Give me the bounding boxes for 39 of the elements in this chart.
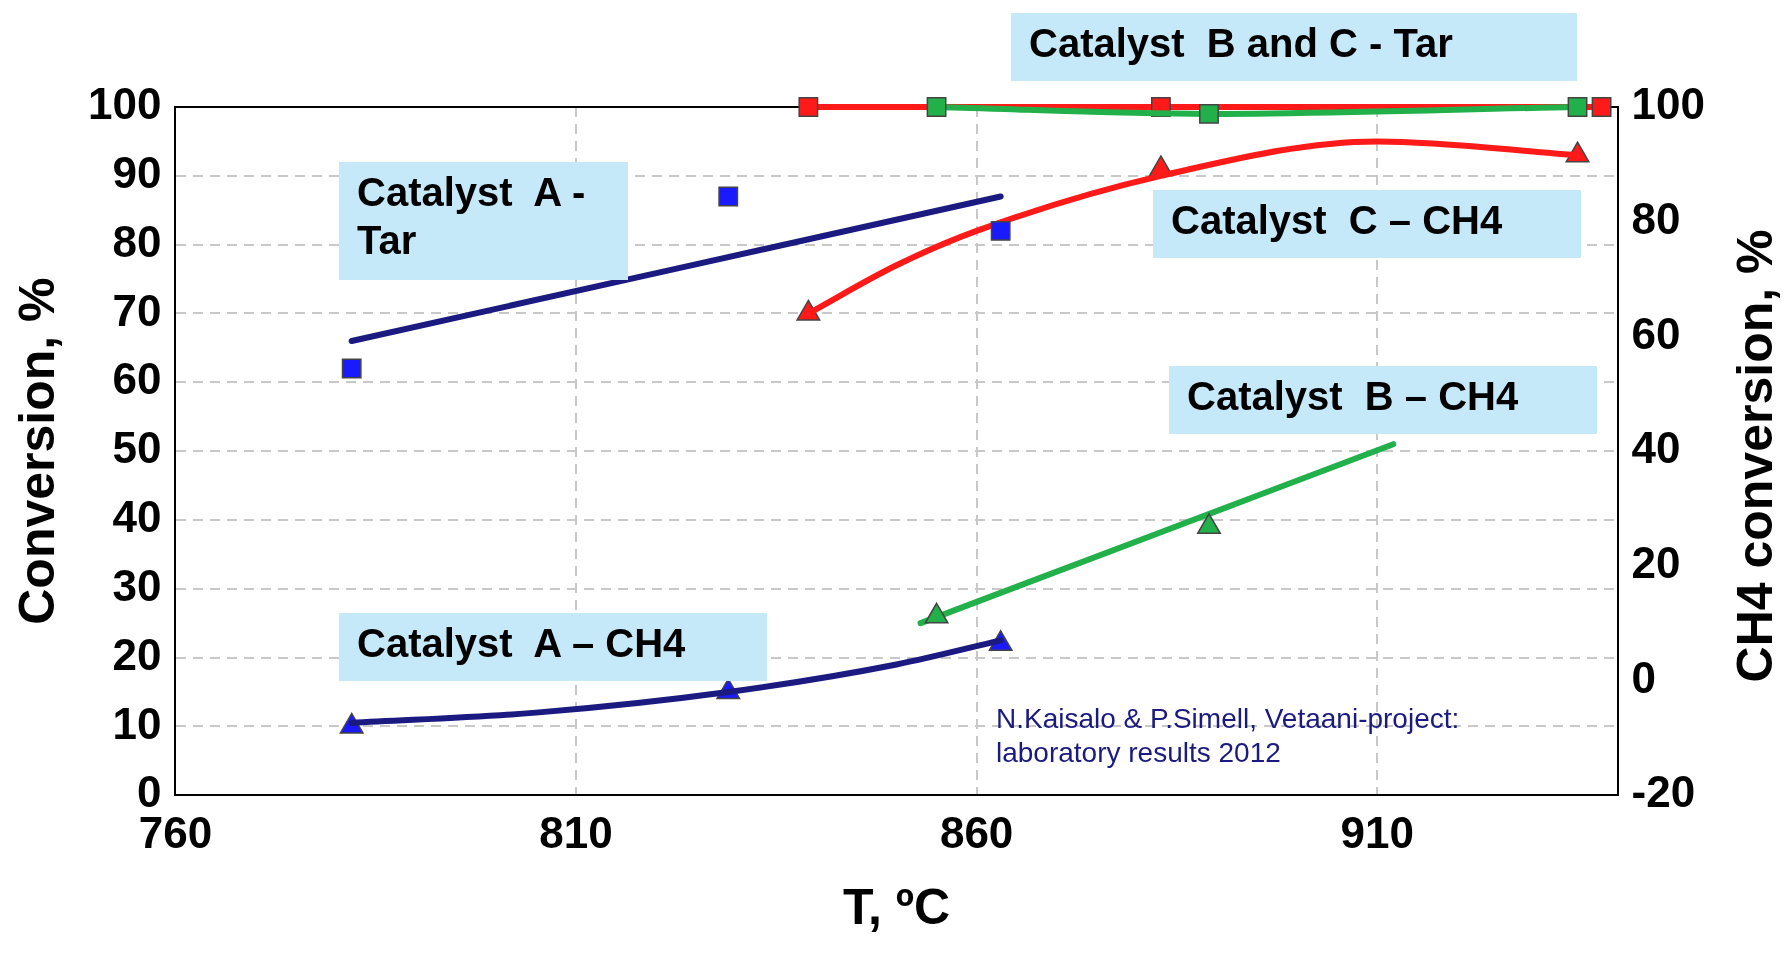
point <box>1567 97 1588 117</box>
y-tick-label: 70 <box>112 285 162 335</box>
y-tick-label: 30 <box>112 560 162 610</box>
point <box>798 97 819 117</box>
y-tick-label: 100 <box>87 79 162 129</box>
point <box>1196 513 1221 535</box>
point <box>341 358 362 379</box>
y2-tick-label: 80 <box>1631 193 1681 243</box>
x-axis-title: T, ºC <box>842 878 951 935</box>
point <box>718 186 739 207</box>
x-tick-label: 910 <box>1340 807 1414 857</box>
y-tick-label: 10 <box>112 698 162 748</box>
text-box: Catalyst A - Tar <box>339 162 628 280</box>
y-tick-label: 60 <box>112 354 162 404</box>
text-box: Catalyst C – CH4 <box>1153 190 1581 258</box>
y2-axis-title: CH4 conversion, % <box>1726 229 1784 683</box>
x-tick-label: 810 <box>539 807 613 857</box>
point <box>1199 103 1219 124</box>
y2-tick-label: 40 <box>1631 423 1681 473</box>
point <box>990 220 1011 241</box>
point <box>1591 97 1612 117</box>
y-tick-label: 90 <box>112 147 162 197</box>
y2-tick-label: 100 <box>1631 79 1706 129</box>
text-box: Catalyst B and C - Tar <box>1011 13 1577 81</box>
point <box>924 602 949 624</box>
y-tick-label: 50 <box>112 423 162 473</box>
y2-tick-label: 60 <box>1631 308 1681 358</box>
y-tick-label: 80 <box>112 216 162 266</box>
y-axis-title: Conversion, % <box>8 277 65 625</box>
point <box>926 97 947 117</box>
x-tick-label: 860 <box>939 807 1014 857</box>
text-box: Catalyst A – CH4 <box>339 613 767 681</box>
y2-tick-label: 0 <box>1631 652 1657 702</box>
text-box: Catalyst B – CH4 <box>1169 366 1597 434</box>
y-tick-label: 20 <box>112 629 162 679</box>
y2-tick-label: -20 <box>1631 767 1696 817</box>
annotation: N.Kaisalo & P.Simell, Vetaani-project: laboratory results 2012 <box>996 702 1461 770</box>
y2-tick-label: 20 <box>1631 537 1681 587</box>
y-tick-label: 40 <box>112 492 162 542</box>
